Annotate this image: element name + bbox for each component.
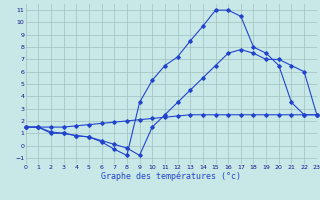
X-axis label: Graphe des températures (°c): Graphe des températures (°c): [101, 172, 241, 181]
